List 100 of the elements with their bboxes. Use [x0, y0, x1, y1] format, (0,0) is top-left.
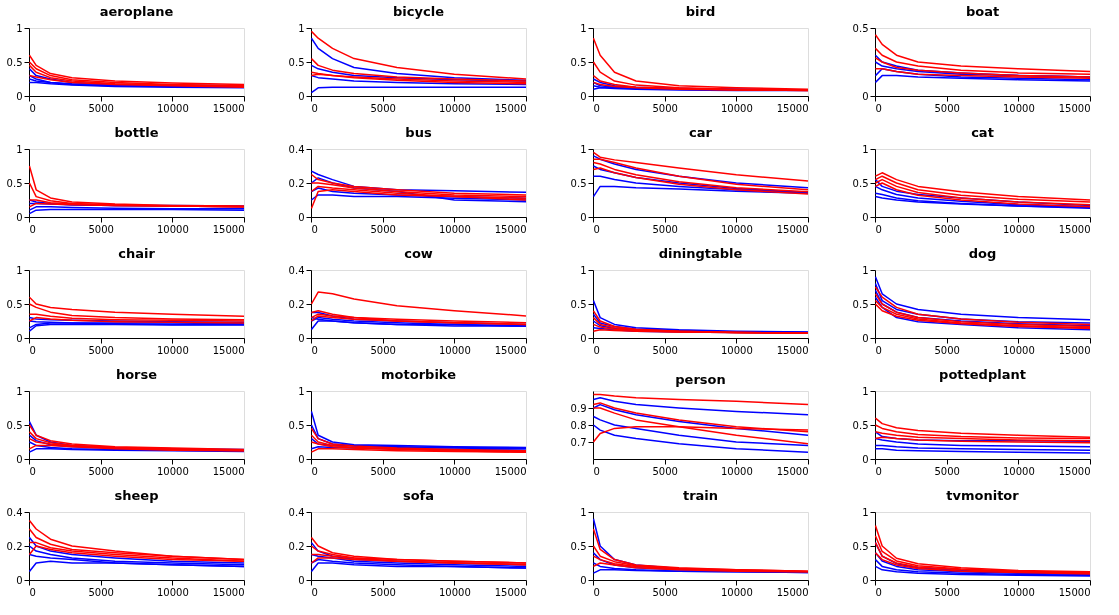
x-tick-label: 15000 — [1058, 344, 1091, 356]
x-tick-label: 10000 — [438, 586, 471, 598]
y-tick-label: 0 — [862, 90, 869, 102]
y-tick-label: 0.5 — [852, 22, 869, 34]
chart-title: sofa — [402, 488, 435, 503]
x-tick-label: 15000 — [1058, 223, 1091, 235]
y-tick-label: 0.5 — [852, 177, 869, 189]
y-tick-label: 1 — [580, 264, 587, 276]
y-tick-label: 0.4 — [288, 264, 305, 276]
chart-title: bird — [685, 4, 716, 19]
y-tick-label: 0.5 — [852, 419, 869, 431]
x-tick-label: 5000 — [652, 102, 678, 114]
y-tick-label: 0.5 — [852, 298, 869, 310]
y-tick-label: 0.5 — [570, 177, 587, 189]
x-tick-label: 0 — [29, 586, 36, 598]
x-tick-label: 10000 — [720, 102, 753, 114]
x-tick-label: 0 — [29, 223, 36, 235]
y-tick-label: 0.2 — [6, 540, 23, 552]
chart-title: person — [675, 372, 726, 387]
y-tick-label: 0.5 — [288, 56, 305, 68]
y-tick-label: 0.5 — [570, 540, 587, 552]
chart-title: cow — [404, 246, 433, 261]
y-tick-label: 0 — [16, 90, 23, 102]
x-tick-label: 0 — [875, 344, 882, 356]
x-tick-label: 10000 — [1002, 344, 1035, 356]
x-tick-label: 0 — [593, 223, 600, 235]
y-tick-label: 0.4 — [288, 506, 305, 518]
x-tick-label: 0 — [875, 586, 882, 598]
x-tick-label: 10000 — [720, 223, 753, 235]
x-tick-label: 10000 — [156, 465, 189, 477]
x-tick-label: 15000 — [494, 223, 527, 235]
y-tick-label: 0 — [298, 90, 305, 102]
chart-title: car — [689, 125, 713, 140]
y-tick-label: 0.5 — [570, 298, 587, 310]
y-tick-label: 0.5 — [570, 56, 587, 68]
x-tick-label: 10000 — [720, 344, 753, 356]
chart-title: bottle — [114, 125, 159, 140]
y-tick-label: 0 — [16, 332, 23, 344]
y-tick-label: 0 — [16, 211, 23, 223]
x-tick-label: 5000 — [88, 223, 114, 235]
x-tick-label: 5000 — [934, 586, 960, 598]
x-tick-label: 15000 — [776, 344, 809, 356]
y-tick-label: 1 — [862, 143, 869, 155]
x-tick-label: 15000 — [212, 465, 245, 477]
chart-title: boat — [965, 4, 1000, 19]
x-tick-label: 5000 — [652, 223, 678, 235]
y-tick-label: 0 — [298, 574, 305, 586]
x-tick-label: 15000 — [212, 223, 245, 235]
chart-title: bicycle — [393, 4, 445, 19]
chart-title: aeroplane — [99, 4, 174, 19]
x-tick-label: 0 — [29, 344, 36, 356]
y-tick-label: 0 — [862, 211, 869, 223]
y-tick-label: 0.7 — [570, 436, 587, 448]
x-tick-label: 5000 — [88, 102, 114, 114]
x-tick-label: 10000 — [438, 344, 471, 356]
y-tick-label: 0.5 — [6, 56, 23, 68]
y-tick-label: 1 — [16, 264, 23, 276]
x-tick-label: 5000 — [934, 344, 960, 356]
x-tick-label: 10000 — [438, 223, 471, 235]
x-tick-label: 10000 — [156, 586, 189, 598]
x-tick-label: 5000 — [934, 223, 960, 235]
y-tick-label: 0.8 — [570, 419, 587, 431]
y-tick-label: 0 — [862, 332, 869, 344]
x-tick-label: 5000 — [370, 223, 396, 235]
y-tick-label: 1 — [862, 385, 869, 397]
y-tick-label: 0 — [16, 453, 23, 465]
x-tick-label: 10000 — [156, 344, 189, 356]
x-tick-label: 10000 — [720, 586, 753, 598]
chart-title: bus — [405, 125, 432, 140]
y-tick-label: 1 — [862, 506, 869, 518]
x-tick-label: 15000 — [494, 586, 527, 598]
y-tick-label: 1 — [16, 22, 23, 34]
y-tick-label: 0 — [298, 332, 305, 344]
x-tick-label: 5000 — [652, 586, 678, 598]
x-tick-label: 10000 — [1002, 102, 1035, 114]
x-tick-label: 5000 — [88, 465, 114, 477]
x-tick-label: 15000 — [1058, 465, 1091, 477]
y-tick-label: 0.5 — [6, 298, 23, 310]
x-tick-label: 10000 — [156, 102, 189, 114]
y-tick-label: 1 — [298, 385, 305, 397]
x-tick-label: 5000 — [88, 344, 114, 356]
y-tick-label: 0 — [862, 574, 869, 586]
x-tick-label: 15000 — [212, 586, 245, 598]
x-tick-label: 10000 — [438, 465, 471, 477]
x-tick-label: 15000 — [212, 344, 245, 356]
y-tick-label: 1 — [16, 143, 23, 155]
x-tick-label: 0 — [593, 586, 600, 598]
y-tick-label: 0.2 — [288, 298, 305, 310]
y-tick-label: 0.5 — [6, 177, 23, 189]
x-tick-label: 0 — [875, 223, 882, 235]
x-tick-label: 0 — [29, 102, 36, 114]
x-tick-label: 10000 — [1002, 465, 1035, 477]
x-tick-label: 5000 — [370, 465, 396, 477]
chart-title: motorbike — [381, 367, 457, 382]
x-tick-label: 5000 — [652, 465, 678, 477]
x-tick-label: 10000 — [720, 465, 753, 477]
x-tick-label: 10000 — [1002, 223, 1035, 235]
y-tick-label: 0.5 — [6, 419, 23, 431]
y-tick-label: 1 — [862, 264, 869, 276]
y-tick-label: 0 — [580, 332, 587, 344]
